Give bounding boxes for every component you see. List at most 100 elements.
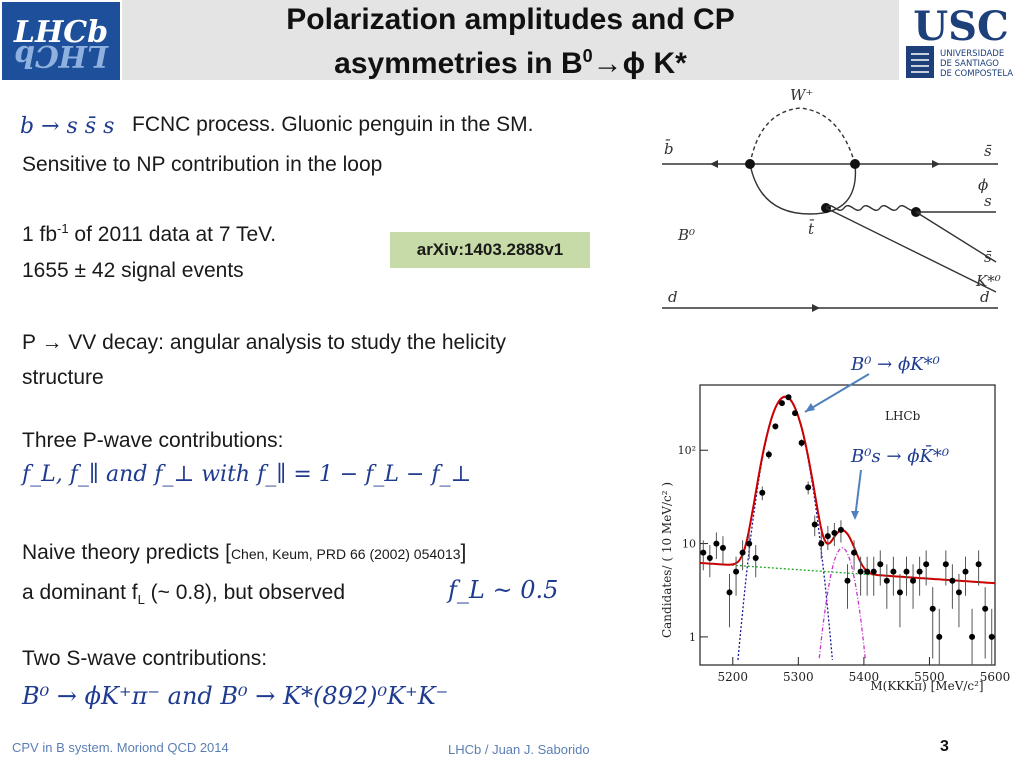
data-point — [824, 533, 831, 540]
data-point — [700, 549, 707, 556]
naive-text: Naive theory predicts [Chen, Keum, PRD 6… — [22, 541, 467, 564]
data-point — [896, 589, 903, 596]
data-point — [870, 568, 877, 575]
plot-lhcb-label: LHCb — [885, 409, 921, 423]
footer-center: LHCb / Juan J. Saborido — [448, 742, 590, 757]
page-title: Polarization amplitudes and CP asymmetri… — [122, 2, 899, 82]
data-point — [910, 577, 917, 584]
kstar-label: K*⁰ — [975, 272, 1001, 290]
d-to-kstar-line — [825, 207, 997, 293]
annot-bs: B⁰s → ϕK̄*⁰ — [850, 444, 949, 467]
data-point — [837, 526, 844, 533]
b0-label: B⁰ — [677, 226, 695, 244]
data-point — [752, 555, 759, 562]
data-point — [982, 605, 989, 612]
y-tick-label: 10² — [678, 444, 696, 457]
plot-points — [700, 394, 995, 665]
data-point — [988, 633, 995, 640]
pwave-title: Three P-wave contributions: — [22, 429, 284, 452]
tbar-line — [749, 163, 857, 215]
sensitive-text: Sensitive to NP contribution in the loop — [22, 153, 383, 176]
decay-line-2: structure — [22, 366, 104, 389]
decay-line-1: P → VV decay: angular analysis to study … — [22, 331, 507, 354]
gluon-line — [825, 205, 917, 211]
plot-frame — [699, 384, 996, 666]
lhcb-logo-mirror-text: LHCb — [14, 38, 109, 73]
plot-xlabel: M(KKKπ) [MeV/c²] — [870, 679, 983, 693]
data-point — [962, 568, 969, 575]
data-point — [785, 394, 792, 401]
data-point — [923, 561, 930, 568]
title-bar — [122, 0, 899, 80]
vertex — [850, 159, 860, 169]
arrow-head — [710, 160, 718, 168]
data-point — [746, 540, 753, 547]
data-point — [733, 568, 740, 575]
data-point — [726, 589, 733, 596]
arrow-head — [932, 160, 940, 168]
data-point — [955, 589, 962, 596]
tbar-label: t̄ — [808, 220, 815, 238]
vertex — [745, 159, 755, 169]
d1-label: d — [668, 288, 678, 306]
data-point — [883, 577, 890, 584]
data-point — [857, 568, 864, 575]
data-point — [949, 577, 956, 584]
data-point — [877, 561, 884, 568]
annot-bs-arrow — [854, 469, 862, 519]
data-point — [975, 561, 982, 568]
data-point — [713, 540, 720, 547]
sbar-line — [915, 211, 997, 263]
data-point — [818, 540, 825, 547]
data-point — [778, 400, 785, 407]
data-point — [890, 568, 897, 575]
plot-ticks: 5200 5300 5400 5500 5600 1 10 10² — [678, 444, 1011, 684]
data-point — [765, 451, 772, 458]
lhcb-logo: LHCb LHCb — [2, 2, 120, 80]
usc-logo-sub-2: DE SANTIAGO — [940, 59, 999, 69]
events-text: 1655 ± 42 signal events — [22, 259, 244, 282]
w-boson-line — [749, 107, 856, 165]
lhcb-logo-text: LHCb — [13, 15, 108, 50]
annot-b0: B⁰ → ϕK*⁰ — [850, 354, 940, 375]
data-point — [772, 423, 779, 430]
plot-ylabel: Candidates/ ( 10 MeV/c² ) — [660, 482, 674, 638]
data-point — [969, 633, 976, 640]
page-number: 3 — [940, 738, 949, 755]
arrow-head — [805, 403, 815, 412]
arrow-head — [812, 304, 820, 312]
data-point — [936, 633, 943, 640]
data-point — [851, 549, 858, 556]
swave-title: Two S-wave contributions: — [22, 647, 268, 670]
phi-label: ϕ — [978, 176, 988, 194]
annot-b0-arrow — [804, 373, 870, 413]
data-point — [792, 410, 799, 417]
arxiv-badge: arXiv:1403.2888v1 — [390, 232, 590, 268]
process-math: b → s s̄ s — [20, 114, 115, 139]
x-tick-label: 5600 — [980, 670, 1011, 684]
w-label: W⁺ — [790, 86, 813, 104]
data-point — [916, 568, 923, 575]
dominant-text: a dominant fL (~ 0.8), but observed — [22, 581, 346, 608]
usc-logo-sub-1: UNIVERSIDADE — [940, 49, 1004, 59]
x-tick-label: 5500 — [914, 670, 945, 684]
title-line-2: asymmetries in B0→ϕ K* — [334, 46, 687, 80]
observed-math: f_L ~ 0.5 — [448, 576, 559, 604]
usc-logo-sub-3: DE COMPOSTELA — [940, 69, 1013, 79]
data-point — [719, 544, 726, 551]
x-tick-label: 5200 — [718, 670, 749, 684]
data-point — [706, 555, 713, 562]
data-point — [929, 605, 936, 612]
lumi-text: 1 fb-1 of 2011 data at 7 TeV. — [22, 221, 277, 246]
data-point — [805, 484, 812, 491]
sbar2-label: s̄ — [984, 248, 992, 266]
data-point — [759, 489, 766, 496]
mass-plot: Candidates/ ( 10 MeV/c² ) M(KKKπ) [MeV/c… — [660, 354, 1011, 693]
usc-logo-text: USC — [913, 3, 1009, 50]
data-point — [831, 529, 838, 536]
y-tick-label: 1 — [689, 631, 696, 644]
pwave-math: f_L, f_∥ and f_⊥ with f_∥ = 1 − f_L − f_… — [22, 462, 472, 487]
data-point — [844, 577, 851, 584]
process-text: FCNC process. Gluonic penguin in the SM. — [132, 113, 534, 136]
y-tick-label: 10 — [682, 538, 696, 551]
